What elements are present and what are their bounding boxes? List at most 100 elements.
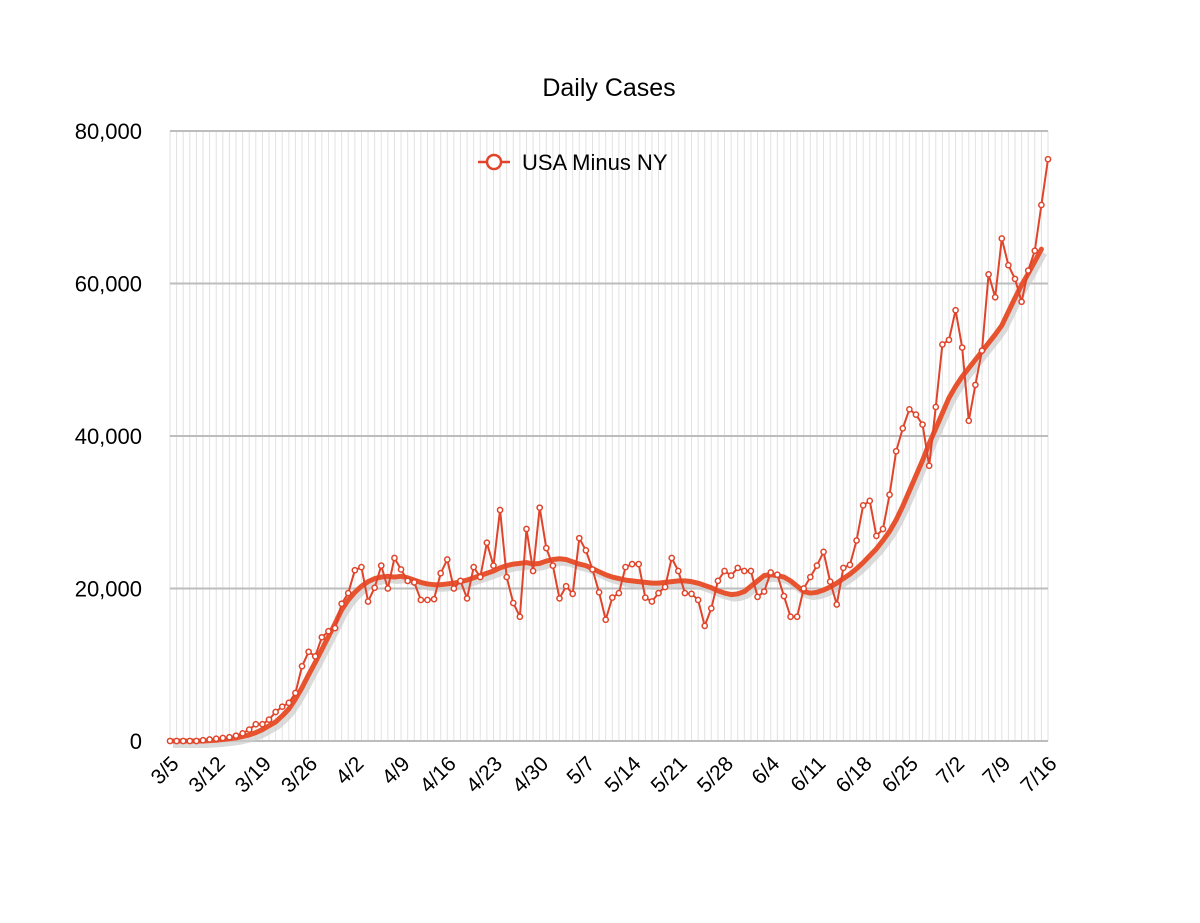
data-point	[450, 585, 458, 592]
data-point	[417, 596, 425, 604]
y-tick-label: 60,000	[75, 272, 142, 297]
data-point	[602, 616, 610, 624]
data-point	[245, 726, 253, 733]
data-point	[793, 613, 801, 621]
series-line	[170, 159, 1049, 742]
x-tick-label: 5/7	[563, 752, 600, 789]
data-point	[219, 734, 227, 742]
data-point	[714, 577, 722, 585]
x-tick-label: 4/2	[331, 752, 368, 789]
data-point	[516, 613, 524, 621]
x-tick-label: 4/9	[378, 752, 415, 789]
data-point	[648, 598, 656, 605]
data-point	[866, 497, 874, 505]
data-point	[853, 537, 860, 544]
data-point	[318, 633, 326, 641]
data-point	[661, 583, 669, 591]
data-point	[536, 504, 544, 512]
data-point	[734, 564, 742, 572]
data-point	[549, 562, 557, 569]
data-point	[595, 588, 603, 596]
data-point	[628, 560, 636, 568]
data-point	[932, 403, 940, 411]
data-point	[965, 417, 973, 425]
data-point	[727, 572, 735, 579]
x-tick-label: 5/28	[693, 752, 738, 797]
data-point	[780, 592, 788, 600]
data-point	[925, 462, 933, 470]
y-tick-label: 40,000	[75, 424, 142, 449]
data-point	[859, 502, 867, 509]
data-point	[430, 595, 438, 603]
data-point	[331, 624, 339, 632]
data-point	[1031, 247, 1039, 255]
data-point	[437, 569, 445, 577]
data-point	[622, 563, 629, 571]
x-tick-label: 5/21	[647, 752, 692, 797]
x-tick-label: 3/19	[231, 752, 276, 797]
data-point	[641, 594, 649, 602]
data-point	[740, 567, 748, 575]
data-point	[958, 344, 966, 351]
data-point	[212, 735, 220, 743]
data-point	[509, 599, 517, 607]
data-point	[529, 567, 537, 575]
data-point	[285, 699, 293, 707]
data-point	[833, 601, 841, 608]
data-point	[259, 720, 266, 728]
data-point	[199, 736, 207, 744]
data-point	[542, 544, 550, 552]
data-point	[443, 556, 451, 563]
data-point	[206, 736, 213, 743]
data-point	[325, 627, 332, 635]
data-point	[186, 737, 194, 745]
x-tick-label: 7/2	[932, 752, 969, 789]
legend: USA Minus NY	[478, 150, 668, 175]
data-point	[490, 562, 497, 569]
data-point	[615, 589, 623, 597]
data-point	[292, 689, 299, 697]
y-tick-label: 0	[130, 729, 142, 754]
data-point	[1018, 298, 1025, 306]
smoothed-line-shadow	[173, 251, 1048, 748]
data-point	[410, 579, 418, 586]
data-point	[655, 589, 662, 597]
data-point	[556, 595, 563, 602]
data-point	[879, 525, 887, 533]
data-point	[338, 600, 345, 608]
data-point	[470, 563, 478, 571]
data-point	[813, 562, 821, 569]
data-point	[371, 584, 378, 592]
data-point	[476, 573, 484, 581]
data-point	[681, 589, 689, 597]
data-point	[694, 596, 702, 604]
y-axis: 0 20,000 40,000 60,000 80,000	[75, 119, 142, 754]
x-tick-label: 4/16	[416, 752, 461, 797]
data-point	[239, 730, 246, 737]
data-point	[635, 560, 643, 568]
plot-area	[166, 155, 1052, 748]
data-point	[457, 577, 464, 585]
data-point	[912, 411, 920, 418]
data-point	[305, 648, 312, 656]
data-point	[806, 573, 814, 581]
data-point	[919, 421, 926, 428]
data-point	[424, 596, 431, 604]
y-tick-label: 20,000	[75, 577, 142, 602]
data-point	[272, 708, 279, 716]
data-point	[826, 578, 834, 585]
data-point	[503, 573, 511, 581]
data-point	[364, 598, 372, 605]
data-point	[166, 737, 174, 745]
data-point	[939, 341, 946, 348]
data-point	[278, 703, 286, 711]
data-point	[344, 589, 352, 597]
chart-title: Daily Cases	[542, 74, 675, 102]
x-tick-label: 7/9	[978, 752, 1015, 789]
data-point	[1011, 275, 1019, 283]
x-tick-label: 6/4	[747, 752, 784, 789]
legend-label: USA Minus NY	[522, 150, 668, 175]
x-axis: 3/5 3/12 3/19 3/26 4/2 4/9 4/16 4/23 4/30 5/7 5/14…	[147, 752, 1062, 797]
data-point	[226, 733, 233, 741]
data-point	[1044, 155, 1052, 163]
